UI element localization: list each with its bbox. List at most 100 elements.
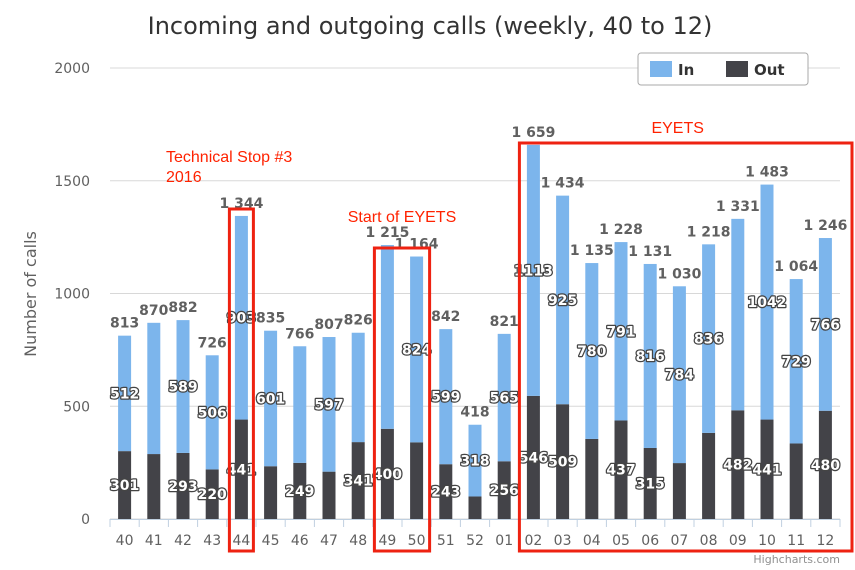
total-label-07: 1 030 (657, 266, 701, 282)
in-label-42: 589 (168, 380, 197, 396)
x-tick-label: 50 (408, 533, 426, 549)
bar-in-40 (118, 335, 132, 452)
bar-in-43 (205, 355, 219, 470)
x-tick-label: 41 (145, 533, 163, 549)
bar-out-03 (556, 404, 570, 519)
total-label-50: 1 164 (395, 237, 439, 253)
x-tick-label: 02 (524, 533, 542, 549)
out-label-44: 441 (227, 462, 256, 478)
legend[interactable]: In Out (637, 52, 809, 86)
x-tick-label: 12 (816, 533, 834, 549)
in-label-02: 1113 (514, 263, 553, 279)
in-label-06: 816 (636, 349, 665, 365)
bar-in-49 (380, 245, 394, 429)
total-label-51: 842 (431, 309, 460, 325)
in-label-04: 780 (577, 344, 606, 360)
legend-swatch-out[interactable] (726, 61, 748, 77)
bar-in-47 (322, 337, 336, 472)
x-tick-label: 05 (612, 533, 630, 549)
total-label-43: 726 (198, 335, 227, 351)
bar-out-06 (643, 447, 657, 519)
out-label-10: 441 (752, 462, 781, 478)
x-tick-label: 06 (641, 533, 659, 549)
bar-in-41 (147, 322, 161, 455)
annotations: Technical Stop #3 2016 Start of EYETS EYETS (166, 120, 854, 553)
x-tick-label: 10 (758, 533, 776, 549)
out-label-03: 509 (548, 455, 577, 471)
x-tick-label: 09 (729, 533, 747, 549)
bar-out-12 (818, 410, 832, 519)
y-axis-title: Number of calls (21, 231, 40, 357)
out-label-09: 482 (723, 458, 752, 474)
bar-in-42 (176, 320, 190, 453)
in-label-47: 597 (314, 397, 343, 413)
total-label-45: 835 (256, 311, 285, 327)
x-tick-label: 49 (378, 533, 396, 549)
bar-in-04 (585, 263, 599, 439)
bar-in-12 (818, 238, 832, 411)
bar-out-51 (439, 464, 453, 519)
x-tick-label: 01 (495, 533, 513, 549)
in-label-43: 506 (198, 405, 227, 421)
total-label-11: 1 064 (774, 259, 818, 275)
bar-out-47 (322, 471, 336, 519)
bar-in-11 (789, 279, 803, 444)
in-label-12: 766 (811, 317, 840, 333)
bar-out-52 (468, 496, 482, 519)
bar-in-08 (702, 244, 716, 433)
total-label-52: 418 (460, 405, 489, 421)
annotation-box (517, 141, 854, 553)
bar-out-42 (176, 452, 190, 519)
out-label-05: 437 (606, 463, 635, 479)
x-tick-label: 43 (203, 533, 221, 549)
bar-out-01 (497, 461, 511, 519)
bar-in-45 (264, 330, 278, 467)
legend-swatch-in[interactable] (650, 61, 672, 77)
y-tick-label: 1500 (54, 174, 90, 190)
in-label-11: 729 (782, 354, 811, 370)
out-label-42: 293 (168, 479, 197, 495)
bar-out-46 (293, 462, 307, 519)
in-label-52: 318 (460, 454, 489, 470)
bar-out-11 (789, 443, 803, 519)
in-label-05: 791 (606, 324, 635, 340)
out-label-02: 546 (519, 450, 548, 466)
y-tick-label: 0 (81, 512, 90, 528)
bar-out-07 (672, 463, 686, 519)
x-tick-label: 03 (554, 533, 572, 549)
bars (118, 144, 832, 519)
bar-in-52 (468, 424, 482, 497)
legend-box (637, 52, 809, 86)
bar-out-04 (585, 438, 599, 519)
total-label-02: 1 659 (511, 125, 555, 141)
annotation-label: EYETS (651, 120, 703, 137)
x-tick-label: 42 (174, 533, 192, 549)
bar-out-50 (410, 442, 424, 519)
bar-in-48 (351, 332, 365, 443)
in-label-50: 824 (402, 342, 431, 358)
out-label-01: 256 (490, 483, 519, 499)
total-label-46: 766 (285, 326, 314, 342)
total-label-06: 1 131 (628, 244, 672, 260)
in-label-51: 599 (431, 390, 460, 406)
bar-in-02 (526, 144, 540, 396)
total-label-48: 826 (344, 313, 373, 329)
credits-link[interactable]: Highcharts.com (753, 553, 840, 566)
bar-out-09 (731, 410, 745, 519)
out-label-48: 341 (344, 474, 373, 490)
total-label-03: 1 434 (541, 176, 585, 192)
chart-title: Incoming and outgoing calls (weekly, 40 … (148, 12, 713, 40)
total-label-41: 870 (139, 303, 168, 319)
bar-in-46 (293, 346, 307, 463)
x-tick-label: 11 (787, 533, 805, 549)
total-label-04: 1 135 (570, 243, 614, 259)
out-label-06: 315 (636, 476, 665, 492)
bar-out-10 (760, 419, 774, 519)
legend-label-out[interactable]: Out (754, 61, 785, 79)
bar-in-05 (614, 242, 628, 421)
total-label-08: 1 218 (687, 224, 731, 240)
legend-label-in[interactable]: In (678, 61, 694, 79)
bar-out-45 (264, 466, 278, 519)
bar-out-02 (526, 395, 540, 519)
